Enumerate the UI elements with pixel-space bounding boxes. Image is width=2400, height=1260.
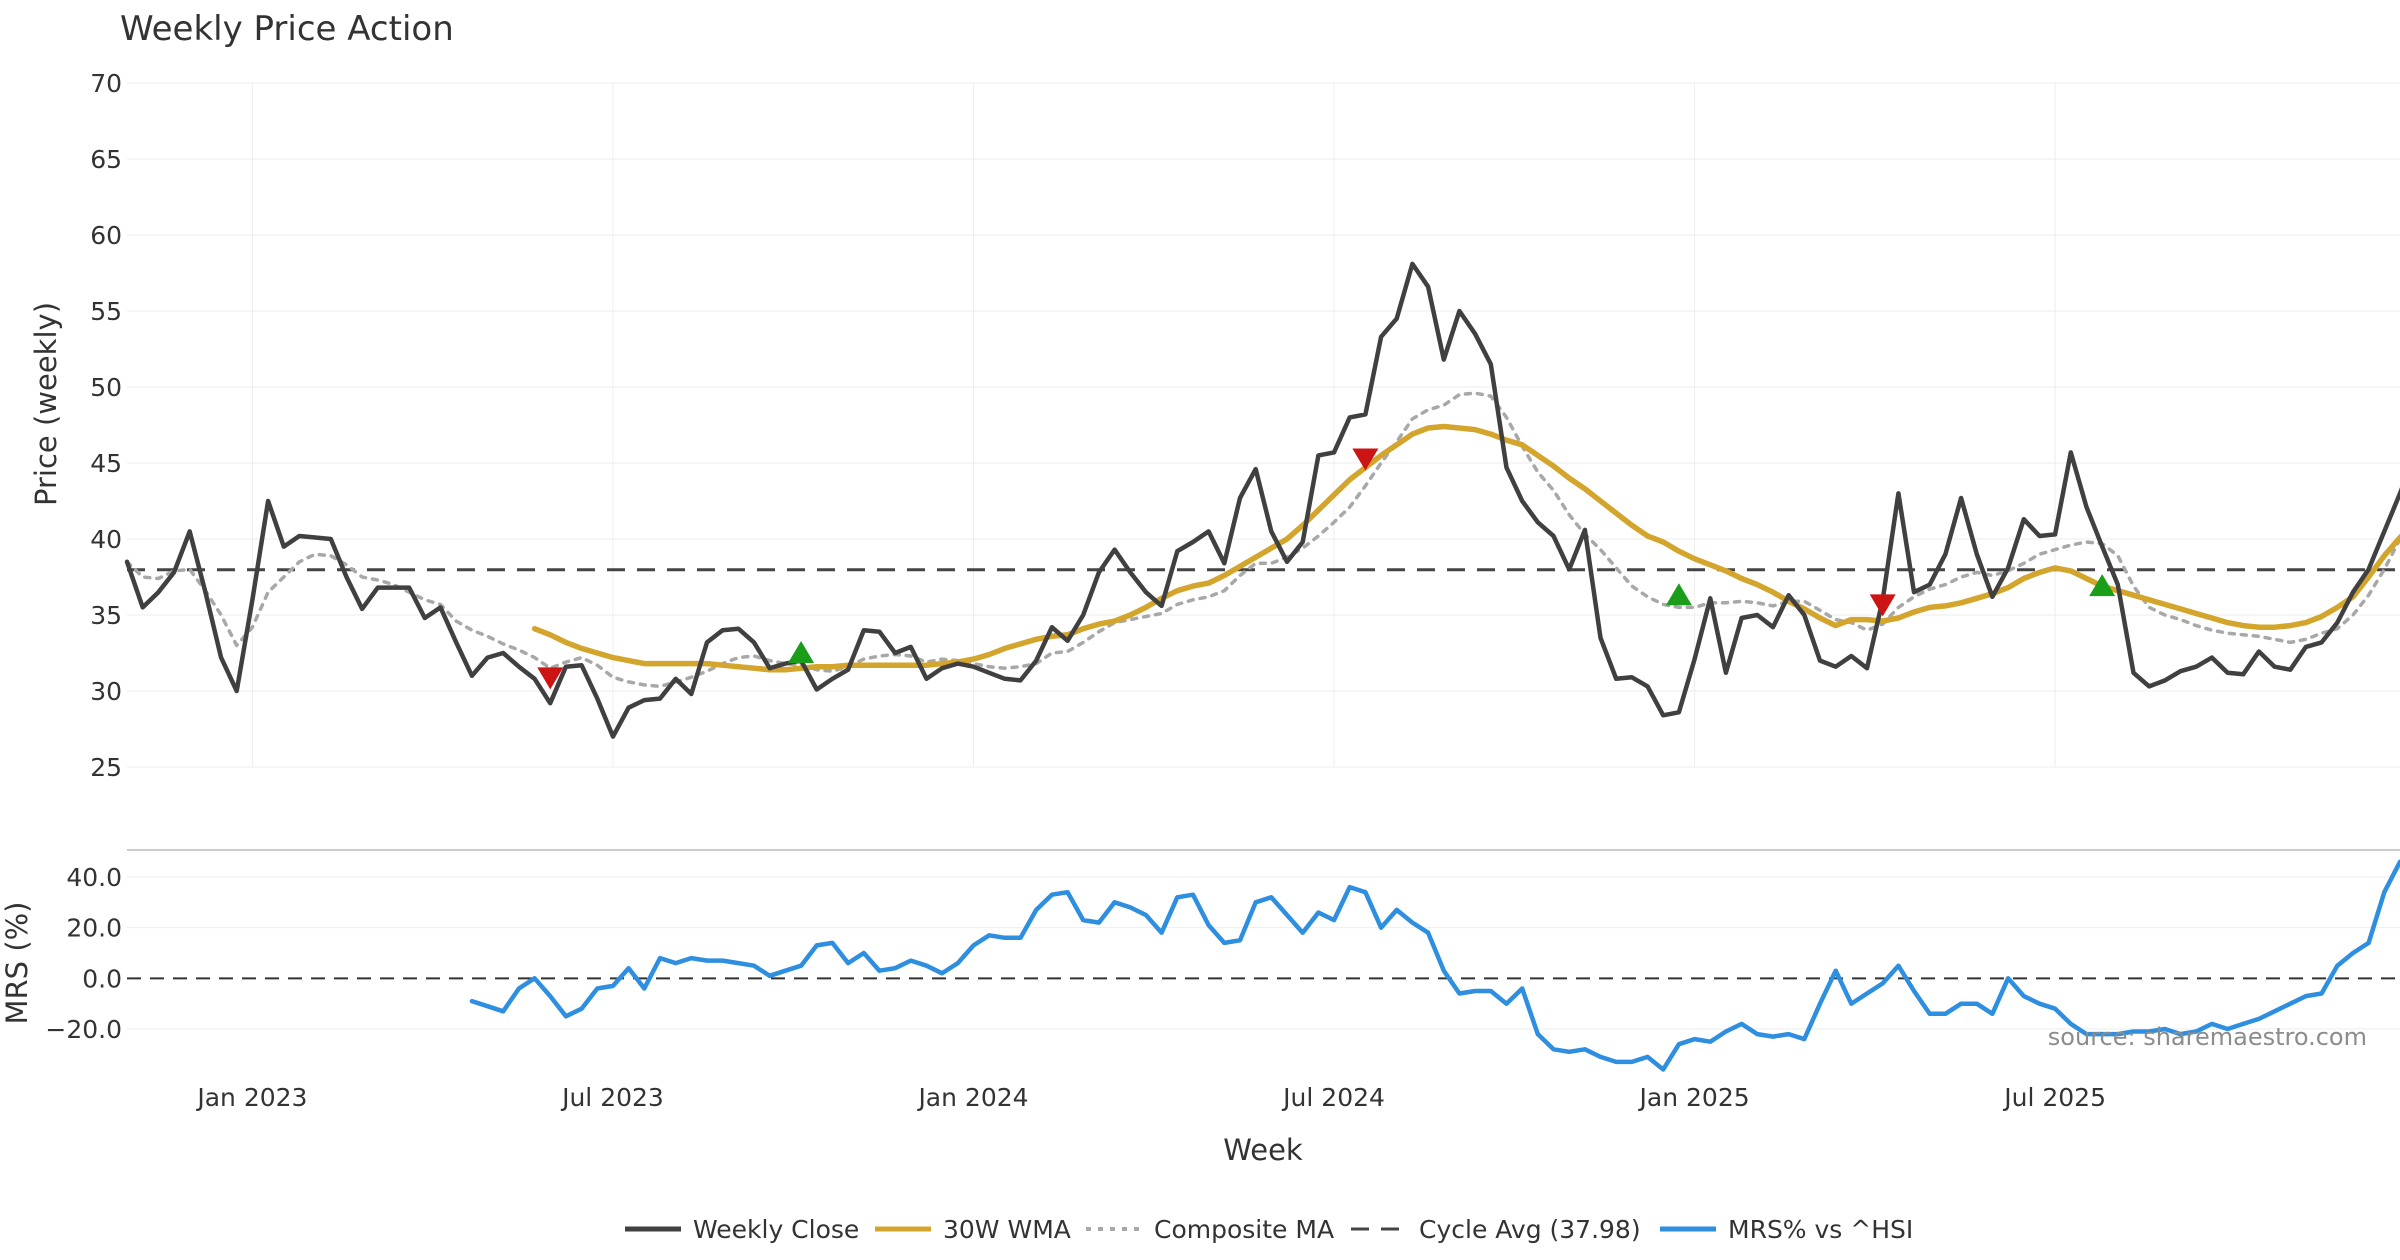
x-tick-label: Jul 2025 — [2002, 1083, 2106, 1112]
sell-signal-marker — [1869, 594, 1896, 617]
mrs-grid — [127, 876, 2400, 1030]
weekly-close-line — [124, 261, 2400, 739]
price-y-tick-label: 40 — [90, 525, 122, 554]
legend-label: Weekly Close — [693, 1215, 859, 1244]
mrs-y-tick-label: 0.0 — [82, 964, 122, 993]
price-y-tick-label: 35 — [90, 601, 122, 630]
chart-title: Weekly Price Action — [120, 9, 454, 49]
mrs-axis-label: MRS (%) — [0, 902, 34, 1025]
price-axis-label: Price (weekly) — [29, 302, 63, 506]
x-tick-label: Jan 2023 — [195, 1083, 307, 1112]
legend: Weekly Close 30W WMA Composite MA Cycle Avg… — [625, 1215, 1913, 1244]
x-tick-label: Jan 2025 — [1638, 1083, 1750, 1112]
price-y-tick-label: 60 — [90, 221, 122, 250]
source-watermark: source: sharemaestro.com — [2048, 1023, 2367, 1051]
buy-signal-marker — [1665, 583, 1692, 606]
mrs-y-ticks: 40.0 20.0 0.0 −20.0 — [45, 863, 122, 1044]
price-y-ticks: 25 30 35 40 45 50 55 60 65 70 — [90, 69, 122, 782]
x-tick-label: Jul 2024 — [1281, 1083, 1385, 1112]
mrs-y-tick-label: 40.0 — [66, 863, 122, 892]
legend-label: MRS% vs ^HSI — [1728, 1215, 1913, 1244]
mrs-series — [469, 859, 2400, 1072]
x-ticks: Jan 2023 Jul 2023 Jan 2024 Jul 2024 Jan 2025… — [195, 1083, 2106, 1112]
30w-wma-line — [531, 423, 2400, 673]
price-y-tick-label: 25 — [90, 753, 122, 782]
sell-signal-marker — [1352, 448, 1379, 471]
legend-label: 30W WMA — [943, 1215, 1071, 1244]
price-y-tick-label: 55 — [90, 297, 122, 326]
trade-signals — [537, 448, 2116, 690]
price-y-tick-label: 65 — [90, 145, 122, 174]
price-y-tick-label: 50 — [90, 373, 122, 402]
mrs-y-tick-label: 20.0 — [66, 914, 122, 943]
buy-signal-marker — [2089, 574, 2116, 597]
price-y-tick-label: 70 — [90, 69, 122, 98]
composite-ma-line — [125, 391, 2400, 689]
legend-label: Composite MA — [1154, 1215, 1334, 1244]
buy-signal-marker — [788, 641, 815, 663]
x-tick-label: Jan 2024 — [916, 1083, 1028, 1112]
price-series — [124, 261, 2400, 739]
price-y-tick-label: 30 — [90, 677, 122, 706]
legend-label: Cycle Avg (37.98) — [1419, 1215, 1641, 1244]
price-grid — [127, 82, 2400, 768]
mrs-y-tick-label: −20.0 — [45, 1015, 122, 1044]
x-axis-label: Week — [1223, 1133, 1303, 1167]
mrs-line — [469, 859, 2400, 1072]
price-y-tick-label: 45 — [90, 449, 122, 478]
sell-signal-marker — [537, 667, 564, 690]
x-tick-label: Jul 2023 — [560, 1083, 664, 1112]
